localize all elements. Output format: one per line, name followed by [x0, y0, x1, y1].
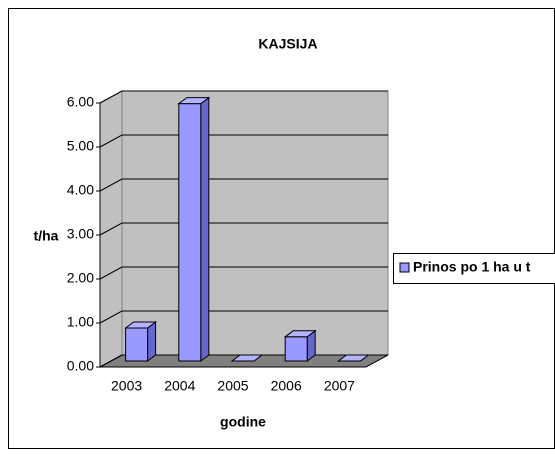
bar	[284, 336, 308, 362]
grid-line	[99, 266, 388, 280]
y-tick-label: 1.00	[67, 314, 94, 330]
bar-top	[230, 354, 264, 362]
bar	[125, 327, 149, 362]
grid-line	[99, 178, 388, 192]
legend-box	[393, 253, 555, 284]
grid-line	[99, 222, 388, 236]
bar-top	[177, 97, 211, 105]
bar-top	[283, 330, 317, 338]
bar-side	[200, 96, 210, 362]
bar-top	[336, 354, 370, 362]
legend-label: Prinos po 1 ha u t	[413, 259, 531, 275]
x-tick-label: 2004	[164, 378, 195, 394]
y-tick-label: 3.00	[67, 226, 94, 242]
bar-top	[124, 321, 158, 329]
bar	[178, 103, 202, 362]
x-axis-label: godine	[220, 414, 266, 430]
bar-side	[147, 321, 157, 362]
y-tick-label: 4.00	[67, 182, 94, 198]
y-tick-label: 5.00	[67, 138, 94, 154]
grid-line	[99, 310, 388, 324]
legend-swatch	[399, 262, 410, 273]
y-tick-label: 2.00	[67, 270, 94, 286]
chart-title: KAJSIJA	[258, 36, 317, 52]
y-axis-label: t/ha	[34, 228, 59, 244]
y-tick-label: 6.00	[67, 94, 94, 110]
grid-line	[99, 90, 388, 104]
x-tick-label: 2006	[271, 378, 302, 394]
x-tick-label: 2003	[111, 378, 142, 394]
y-tick-label: 0.00	[67, 358, 94, 374]
x-tick-label: 2005	[217, 378, 248, 394]
grid-line	[99, 134, 388, 148]
x-tick-label: 2007	[324, 378, 355, 394]
